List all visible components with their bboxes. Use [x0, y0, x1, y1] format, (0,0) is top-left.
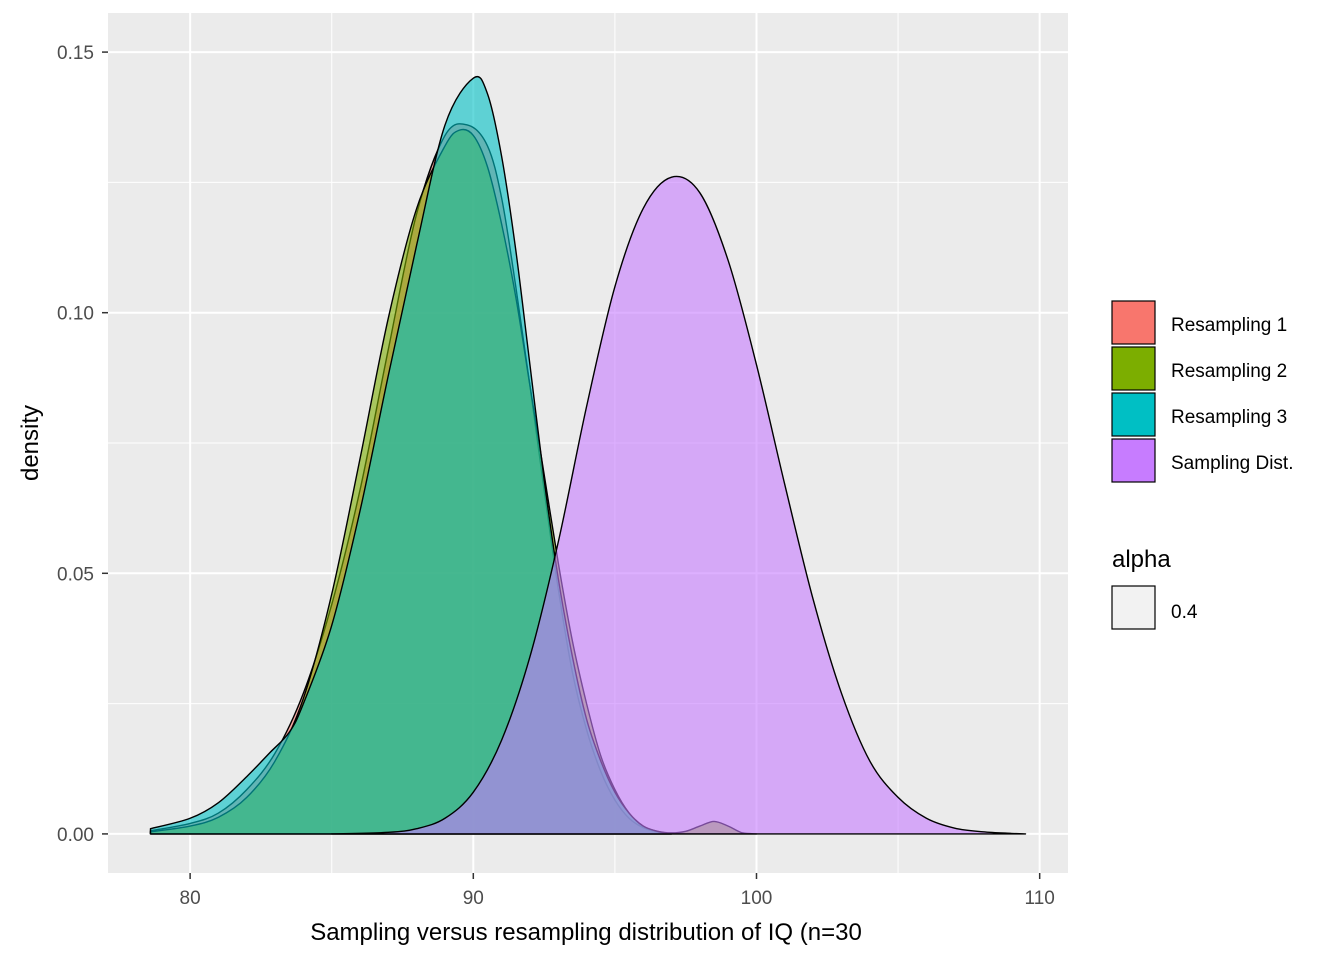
- legend-key-resampling-3: [1111, 392, 1156, 437]
- x-tick-label: 100: [741, 888, 773, 909]
- legend-key-resampling-2: [1111, 346, 1156, 391]
- axis-tick-labels: 80 90 100 110 0.00 0.05 0.10 0.15: [57, 43, 1055, 909]
- legend-key-sampling-dist: [1111, 438, 1156, 483]
- y-tick-label: 0.00: [57, 825, 94, 846]
- fill-legend: Resampling 1 Resampling 2 Resampling 3 Samp…: [1111, 300, 1294, 483]
- x-tick-label: 110: [1025, 888, 1055, 909]
- legend-key-resampling-1: [1111, 300, 1156, 345]
- legend: Resampling 1 Resampling 2 Resampling 3 Samp…: [1111, 300, 1294, 630]
- alpha-legend-value: 0.4: [1171, 602, 1198, 623]
- x-tick-label: 90: [463, 888, 484, 909]
- alpha-legend-key: [1111, 585, 1156, 630]
- density-area-sampling-dist: [331, 175, 1027, 835]
- y-axis-title: density: [17, 405, 44, 481]
- y-tick-label: 0.05: [57, 564, 94, 585]
- legend-label-sampling-dist: Sampling Dist.: [1171, 453, 1294, 474]
- x-tick-label: 80: [180, 888, 201, 909]
- legend-label-resampling-1: Resampling 1: [1171, 315, 1287, 336]
- y-tick-label: 0.15: [57, 43, 94, 64]
- legend-label-resampling-2: Resampling 2: [1171, 361, 1287, 382]
- y-tick-label: 0.10: [57, 304, 94, 325]
- x-axis-title: Sampling versus resampling distribution …: [310, 919, 862, 946]
- density-series: [149, 75, 1027, 835]
- axis-ticks: [102, 51, 1041, 879]
- legend-label-resampling-3: Resampling 3: [1171, 407, 1287, 428]
- alpha-legend-title: alpha: [1112, 546, 1171, 573]
